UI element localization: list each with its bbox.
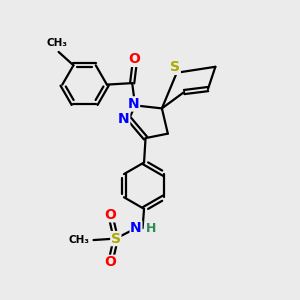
Text: N: N: [118, 112, 130, 126]
Text: CH₃: CH₃: [69, 235, 90, 245]
Text: N: N: [130, 221, 142, 235]
Text: CH₃: CH₃: [46, 38, 68, 48]
Text: S: S: [170, 60, 180, 74]
Text: O: O: [104, 208, 116, 222]
Text: S: S: [111, 232, 121, 246]
Text: N: N: [128, 97, 140, 111]
Text: O: O: [104, 255, 116, 269]
Text: H: H: [146, 222, 156, 235]
Text: O: O: [129, 52, 140, 66]
